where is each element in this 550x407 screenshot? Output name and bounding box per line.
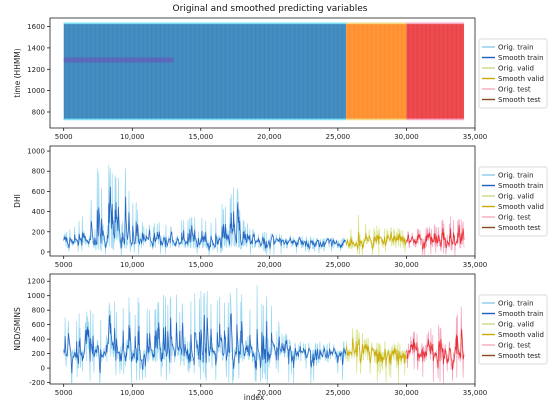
series-smooth-test	[406, 328, 465, 370]
legend: Orig. train Smooth train Orig. valid Smooth…	[478, 38, 548, 109]
y-axis-label: time (HHMM)	[13, 48, 22, 97]
series-orig-valid	[345, 214, 407, 256]
x-tick-label: 35,000	[463, 389, 488, 397]
legend-label: Orig. valid	[498, 321, 534, 329]
y-tick-label: 1400	[27, 44, 45, 52]
series-band-train	[63, 23, 347, 120]
y-tick-label: 200	[32, 350, 45, 358]
y-tick-label: 1200	[27, 278, 45, 286]
x-tick-label: 35,000	[463, 133, 488, 141]
x-tick-label: 30,000	[394, 261, 419, 269]
legend-label: Orig. valid	[498, 193, 534, 201]
x-tick-label: 10,000	[120, 133, 145, 141]
plot-area	[63, 22, 465, 121]
series-band-test	[406, 23, 465, 120]
y-tick-label: 800	[32, 108, 45, 116]
series-band-valid	[346, 23, 407, 120]
x-tick-label: 15,000	[189, 389, 214, 397]
x-tick-label: 5000	[55, 133, 73, 141]
x-tick-label: 20,000	[257, 261, 282, 269]
chart-title: Original and smoothed predicting variabl…	[173, 4, 368, 14]
series-orig-valid	[345, 328, 407, 384]
x-tick-label: 35,000	[463, 261, 488, 269]
y-tick-label: 1600	[27, 23, 45, 31]
legend-box	[478, 38, 548, 109]
legend-label: Orig. train	[498, 172, 534, 180]
chart-panels: 800 1000 1200 1400 1600 5000 10,000 15,000 20,00…	[13, 17, 548, 397]
x-tick-label: 25,000	[326, 389, 351, 397]
x-tick-label: 30,000	[394, 389, 419, 397]
series-subband	[63, 57, 174, 63]
legend-label: Orig. train	[498, 300, 534, 308]
legend-label: Smooth valid	[498, 203, 544, 211]
legend-box	[478, 166, 548, 237]
series-smooth-valid	[345, 231, 407, 250]
series-texture-valid	[345, 23, 407, 120]
legend-label: Orig. valid	[498, 65, 534, 73]
panel-2: 0 200 400 600 800 1000 5000 10,000 15,000 20,000 2…	[13, 145, 548, 269]
y-tick-label: 600	[32, 188, 45, 196]
y-tick-label: -200	[29, 379, 45, 387]
plot-area	[63, 284, 465, 384]
y-tick-label: 400	[32, 208, 45, 216]
series-smooth-valid	[345, 338, 407, 367]
legend-label: Smooth train	[498, 182, 544, 190]
y-tick-label: 400	[32, 336, 45, 344]
x-tick-label: 15,000	[189, 261, 214, 269]
panel-3: -200 0 200 400 600 800 1000 1200 5000 10,000 15,00…	[13, 273, 548, 397]
legend-label: Smooth valid	[498, 331, 544, 339]
x-tick-label: 15,000	[189, 133, 214, 141]
y-axis-label: DHI	[13, 194, 22, 208]
legend: Orig. train Smooth train Orig. valid Smooth…	[478, 294, 548, 365]
panel-1: 800 1000 1200 1400 1600 5000 10,000 15,000 20,00…	[13, 17, 548, 141]
series-smooth-train	[63, 186, 347, 251]
y-tick-label: 0	[41, 248, 45, 256]
y-tick-label: 1200	[27, 66, 45, 74]
legend-label: Orig. test	[498, 342, 531, 350]
y-tick-label: 0	[41, 365, 45, 373]
y-tick-label: 1000	[27, 87, 45, 95]
y-tick-label: 1000	[27, 148, 45, 156]
legend-label: Orig. test	[498, 214, 531, 222]
x-tick-label: 10,000	[120, 261, 145, 269]
legend: Orig. train Smooth train Orig. valid Smooth…	[478, 166, 548, 237]
legend-label: Smooth train	[498, 54, 544, 62]
series-texture-train	[63, 23, 346, 120]
legend-label: Smooth valid	[498, 75, 544, 83]
y-tick-label: 800	[32, 307, 45, 315]
y-tick-label: 200	[32, 228, 45, 236]
series-orig-test	[406, 306, 465, 384]
x-tick-label: 10,000	[120, 389, 145, 397]
x-tick-label: 5000	[55, 389, 73, 397]
x-tick-label: 20,000	[257, 389, 282, 397]
x-tick-label: 5000	[55, 261, 73, 269]
y-tick-label: 1000	[27, 292, 45, 300]
legend-label: Orig. test	[498, 86, 531, 94]
x-axis-label: index	[244, 393, 265, 402]
legend-label: Smooth test	[498, 224, 541, 232]
series-orig-train	[63, 284, 347, 384]
series-texture-test	[406, 23, 464, 120]
x-tick-label: 20,000	[257, 133, 282, 141]
legend-box	[478, 294, 548, 365]
plot-area	[63, 164, 465, 256]
series-smooth-test	[406, 224, 465, 250]
x-tick-label: 25,000	[326, 261, 351, 269]
x-tick-label: 25,000	[326, 133, 351, 141]
legend-label: Smooth test	[498, 352, 541, 360]
y-tick-label: 800	[32, 168, 45, 176]
x-tick-label: 30,000	[394, 133, 419, 141]
y-tick-label: 600	[32, 321, 45, 329]
series-smooth-train	[63, 313, 347, 374]
legend-label: Smooth train	[498, 310, 544, 318]
series-orig-train	[63, 164, 347, 256]
y-axis-label: NDD/SMINS	[13, 307, 22, 351]
legend-label: Smooth test	[498, 96, 541, 104]
legend-label: Orig. train	[498, 44, 534, 52]
